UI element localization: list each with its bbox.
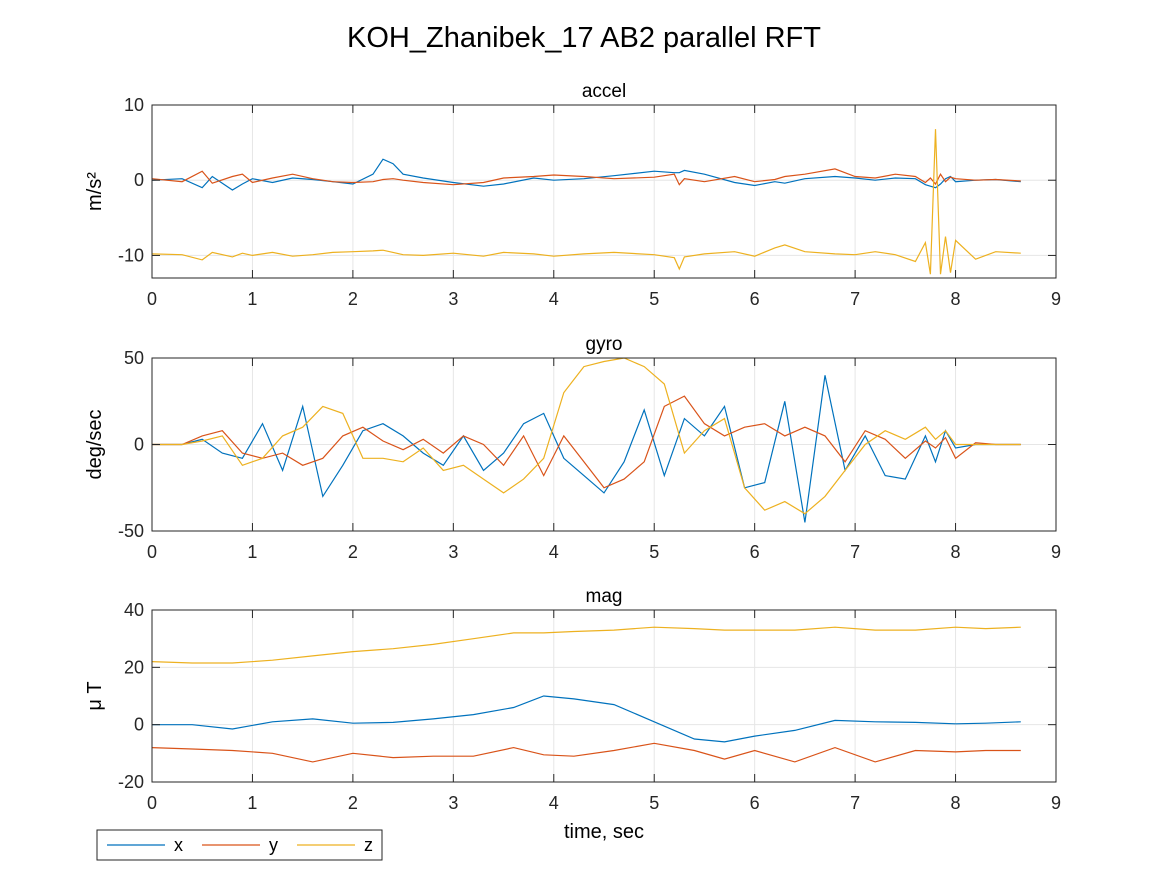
x-tick-label: 7 [850,793,860,813]
series-line-x [152,375,1021,523]
x-tick-label: 7 [850,542,860,562]
y-tick-label: -10 [118,245,144,265]
x-tick-label: 0 [147,793,157,813]
x-tick-label: 4 [549,542,559,562]
x-tick-label: 4 [549,289,559,309]
x-tick-label: 9 [1051,793,1061,813]
y-tick-label: 0 [134,435,144,455]
legend-label-x: x [174,835,183,855]
y-tick-label: -20 [118,772,144,792]
x-tick-label: 1 [247,289,257,309]
x-tick-label: 5 [649,793,659,813]
legend-label-z: z [364,835,373,855]
x-tick-label: 2 [348,289,358,309]
x-tick-label: 6 [750,793,760,813]
series-line-y [152,395,1021,489]
x-tick-label: 2 [348,793,358,813]
y-tick-label: 0 [134,170,144,190]
x-tick-label: 5 [649,542,659,562]
legend-label-y: y [269,835,278,855]
axes-accel: 0 1 2 3 4 5 6 7 8 9 -10 0 10 accel m/s² [84,81,1061,309]
y-axis-label: m/s² [84,172,106,211]
subplot-title: gyro [586,334,623,355]
x-tick-label: 9 [1051,542,1061,562]
y-tick-label: 40 [124,600,144,620]
subplot-title: accel [582,81,626,102]
y-tick-label: 10 [124,95,144,115]
x-tick-label: 1 [247,542,257,562]
figure-title: KOH_Zhanibek_17 AB2 parallel RFT [347,22,821,54]
x-tick-label: 8 [951,793,961,813]
plot-area [152,105,1056,278]
x-tick-label: 0 [147,542,157,562]
x-tick-label: 8 [951,289,961,309]
series-line-x [152,158,1021,191]
x-tick-label: 3 [448,793,458,813]
x-tick-label: 1 [247,793,257,813]
x-tick-label: 8 [951,542,961,562]
series-line-y [152,168,1021,186]
x-axis-label: time, sec [564,821,644,843]
x-tick-label: 2 [348,542,358,562]
series-line-y [152,742,1021,763]
axes-frame [151,609,1057,783]
x-tick-label: 7 [850,289,860,309]
y-axis-label: μ T [84,681,106,710]
x-tick-label: 0 [147,289,157,309]
legend: x y z [96,829,383,861]
y-tick-label: 20 [124,657,144,677]
y-axis-label: deg/sec [84,409,106,479]
x-tick-label: 4 [549,793,559,813]
subplot-title: mag [586,586,623,607]
axes-frame [151,104,1057,279]
y-tick-label: 50 [124,348,144,368]
series-line-z [152,129,1021,275]
x-tick-label: 5 [649,289,659,309]
x-tick-label: 3 [448,289,458,309]
x-tick-label: 6 [750,542,760,562]
series-line-x [152,695,1021,743]
series-line-z [152,358,1021,515]
x-tick-label: 3 [448,542,458,562]
y-tick-label: 0 [134,715,144,735]
x-tick-label: 6 [750,289,760,309]
y-tick-label: -50 [118,521,144,541]
series-line-z [152,626,1021,664]
x-tick-label: 9 [1051,289,1061,309]
